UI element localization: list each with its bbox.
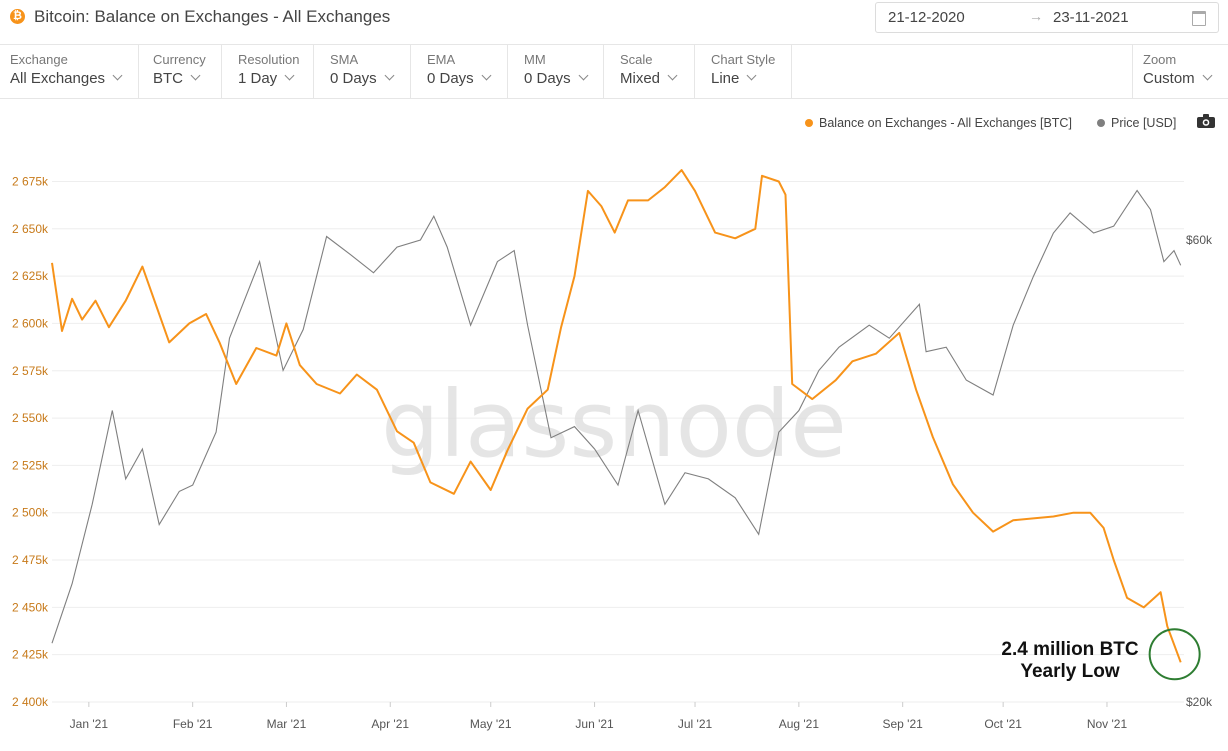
scale-label: Scale: [620, 52, 653, 67]
balance-legend-dot: [805, 119, 813, 127]
chevron-down-icon: [190, 70, 201, 81]
currency-value: BTC: [153, 70, 183, 87]
chevron-down-icon: [112, 70, 123, 81]
x-tick-label: Nov '21: [1087, 717, 1128, 731]
price-legend-dot: [1097, 119, 1105, 127]
x-tick-label: Jun '21: [575, 717, 614, 731]
left-tick-label: 2 675k: [12, 174, 49, 188]
arrow-right-icon: →: [1029, 8, 1043, 24]
sma-label: SMA: [330, 52, 359, 67]
bitcoin-icon: ₿: [10, 9, 25, 24]
yearly-low-annotation: 2.4 million BTC Yearly Low: [1001, 628, 1201, 682]
exchange-value: All Exchanges: [10, 70, 106, 87]
left-tick-label: 2 575k: [12, 364, 49, 378]
scale-select[interactable]: Scale Mixed: [610, 45, 695, 98]
legend-item-balance[interactable]: Balance on Exchanges - All Exchanges [BT…: [805, 116, 1072, 130]
chevron-down-icon: [284, 70, 295, 81]
chevron-down-icon: [1202, 70, 1213, 81]
chevron-down-icon: [746, 70, 757, 81]
resolution-label: Resolution: [238, 52, 300, 67]
scale-value: Mixed: [620, 70, 661, 87]
right-tick-label: $20k: [1186, 695, 1213, 709]
date-range-picker[interactable]: 21-12-2020 → 23-11-2021: [875, 2, 1219, 33]
mm-select[interactable]: MM 0 Days: [514, 45, 604, 98]
header-bar: ₿ Bitcoin: Balance on Exchanges - All Ex…: [0, 0, 1228, 45]
annotation-circle: [1148, 628, 1201, 681]
left-tick-label: 2 650k: [12, 222, 49, 236]
x-tick-label: Jul '21: [678, 717, 713, 731]
annotation-line-1: 2.4 million BTC: [1001, 639, 1139, 660]
chart-style-label: Chart Style: [711, 52, 776, 67]
zoom-value: Custom: [1143, 70, 1195, 87]
watermark-text: glassnode: [381, 371, 847, 478]
left-tick-label: 2 450k: [12, 600, 49, 614]
x-tick-label: Sep '21: [883, 717, 924, 731]
chart-area: glassnode 2 400k 2 425k 2 450k 2 475k 2 500k…: [12, 169, 1213, 731]
mm-value: 0 Days: [524, 70, 571, 87]
date-start-input[interactable]: 21-12-2020: [888, 9, 965, 26]
chart-grid: [52, 180, 1184, 703]
left-tick-label: 2 550k: [12, 411, 49, 425]
currency-label: Currency: [153, 52, 206, 67]
left-tick-label: 2 500k: [12, 506, 49, 520]
left-axis: 2 400k 2 425k 2 450k 2 475k 2 500k 2 525k 2 55…: [12, 174, 49, 709]
chevron-down-icon: [667, 70, 678, 81]
balance-series-line: [51, 169, 1182, 663]
left-tick-label: 2 475k: [12, 553, 49, 567]
left-tick-label: 2 425k: [12, 648, 49, 662]
currency-select[interactable]: Currency BTC: [143, 45, 222, 98]
right-axis: $20k $60k: [1186, 233, 1213, 709]
date-end-input[interactable]: 23-11-2021: [1053, 9, 1129, 26]
x-tick-label: Oct '21: [984, 717, 1022, 731]
left-tick-label: 2 600k: [12, 316, 49, 330]
zoom-select[interactable]: Zoom Custom: [1132, 45, 1228, 98]
ema-select[interactable]: EMA 0 Days: [417, 45, 508, 98]
exchange-label: Exchange: [10, 52, 68, 67]
chart-controls: Exchange All Exchanges Currency BTC Reso…: [0, 45, 1228, 99]
exchange-select[interactable]: Exchange All Exchanges: [0, 45, 139, 98]
left-tick-label: 2 625k: [12, 269, 49, 283]
x-tick-label: Jan '21: [70, 717, 109, 731]
price-series-line: [51, 189, 1182, 644]
left-tick-label: 2 525k: [12, 458, 49, 472]
resolution-value: 1 Day: [238, 70, 278, 87]
right-tick-label: $60k: [1186, 233, 1213, 247]
x-tick-label: May '21: [470, 717, 512, 731]
x-axis: Jan '21 Feb '21 Mar '21 Apr '21 May '21 Jun '…: [70, 702, 1128, 731]
x-tick-label: Aug '21: [779, 717, 820, 731]
sma-value: 0 Days: [330, 70, 377, 87]
legend-label-price: Price [USD]: [1111, 116, 1177, 130]
ema-label: EMA: [427, 52, 456, 67]
mm-label: MM: [524, 52, 546, 67]
page-title: Bitcoin: Balance on Exchanges - All Exch…: [34, 7, 391, 26]
chevron-down-icon: [578, 70, 589, 81]
chevron-down-icon: [481, 70, 492, 81]
left-tick-label: 2 400k: [12, 695, 49, 709]
x-tick-label: Mar '21: [267, 717, 307, 731]
resolution-select[interactable]: Resolution 1 Day: [228, 45, 314, 98]
sma-select[interactable]: SMA 0 Days: [320, 45, 411, 98]
legend-item-price[interactable]: Price [USD]: [1097, 116, 1176, 130]
camera-icon[interactable]: [1197, 114, 1215, 128]
annotation-line-2: Yearly Low: [1020, 661, 1119, 682]
legend-label-balance: Balance on Exchanges - All Exchanges [BT…: [819, 116, 1072, 130]
ema-value: 0 Days: [427, 70, 474, 87]
calendar-icon[interactable]: [1192, 11, 1206, 26]
chevron-down-icon: [384, 70, 395, 81]
x-tick-label: Feb '21: [173, 717, 213, 731]
chart-style-value: Line: [711, 70, 740, 87]
chart-style-select[interactable]: Chart Style Line: [701, 45, 792, 98]
zoom-label: Zoom: [1143, 52, 1177, 67]
x-tick-label: Apr '21: [371, 717, 409, 731]
